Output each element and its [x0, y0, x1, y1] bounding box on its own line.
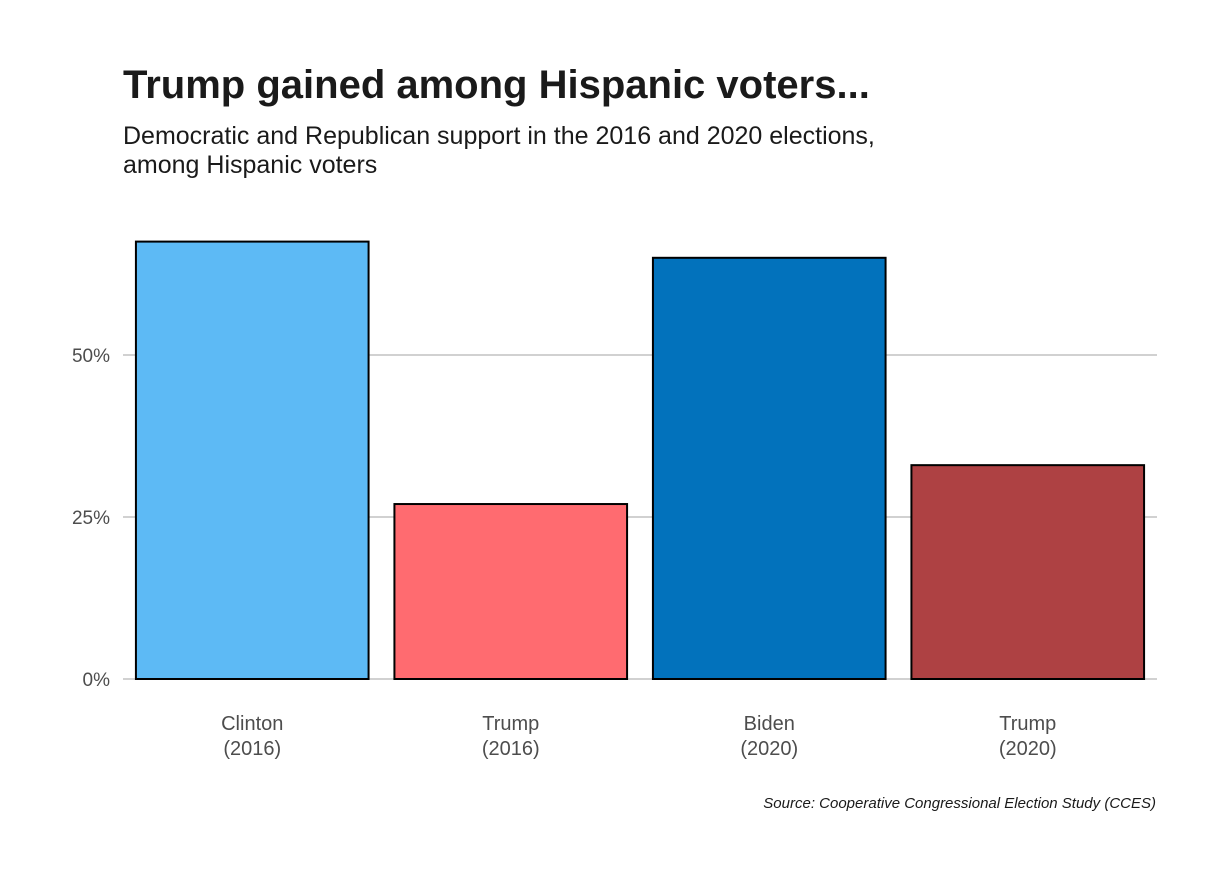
y-tick-label-50: 50% [72, 346, 110, 367]
subtitle-line-2: among Hispanic voters [123, 151, 378, 179]
x-tick-label-line: Trump [482, 713, 539, 735]
x-tick-label-line: (2016) [482, 738, 540, 760]
x-tick-label-4: Trump (2020) [999, 713, 1057, 760]
x-tick-label-line: (2016) [223, 738, 281, 760]
x-tick-label-line: Biden [744, 713, 795, 735]
x-tick-label-line: Trump [999, 713, 1056, 735]
source-caption: Source: Cooperative Congressional Electi… [763, 795, 1156, 812]
x-tick-label-3: Biden (2020) [740, 713, 798, 760]
y-axis-ticks: 0% 25% 50% [72, 346, 110, 691]
bar-4 [910, 464, 1146, 680]
bar-1 [134, 240, 370, 680]
x-tick-label-2: Trump (2016) [482, 713, 540, 760]
x-tick-label-line: (2020) [999, 738, 1057, 760]
chart-title: Trump gained among Hispanic voters... [123, 63, 870, 107]
x-tick-label-line: (2020) [740, 738, 798, 760]
chart-subtitle: Democratic and Republican support in the… [123, 122, 1023, 180]
y-tick-label-0: 0% [83, 670, 111, 691]
bar-2 [393, 503, 629, 681]
y-tick-label-25: 25% [72, 508, 110, 529]
x-axis-ticks: Clinton (2016)Trump (2016)Biden (2020)Trump… [221, 713, 1057, 760]
bars [134, 240, 1146, 681]
subtitle-line-1: Democratic and Republican support in the… [123, 122, 875, 150]
bar-3 [651, 256, 887, 680]
x-tick-label-line: Clinton [221, 713, 283, 735]
x-tick-label-1: Clinton (2016) [221, 713, 283, 760]
